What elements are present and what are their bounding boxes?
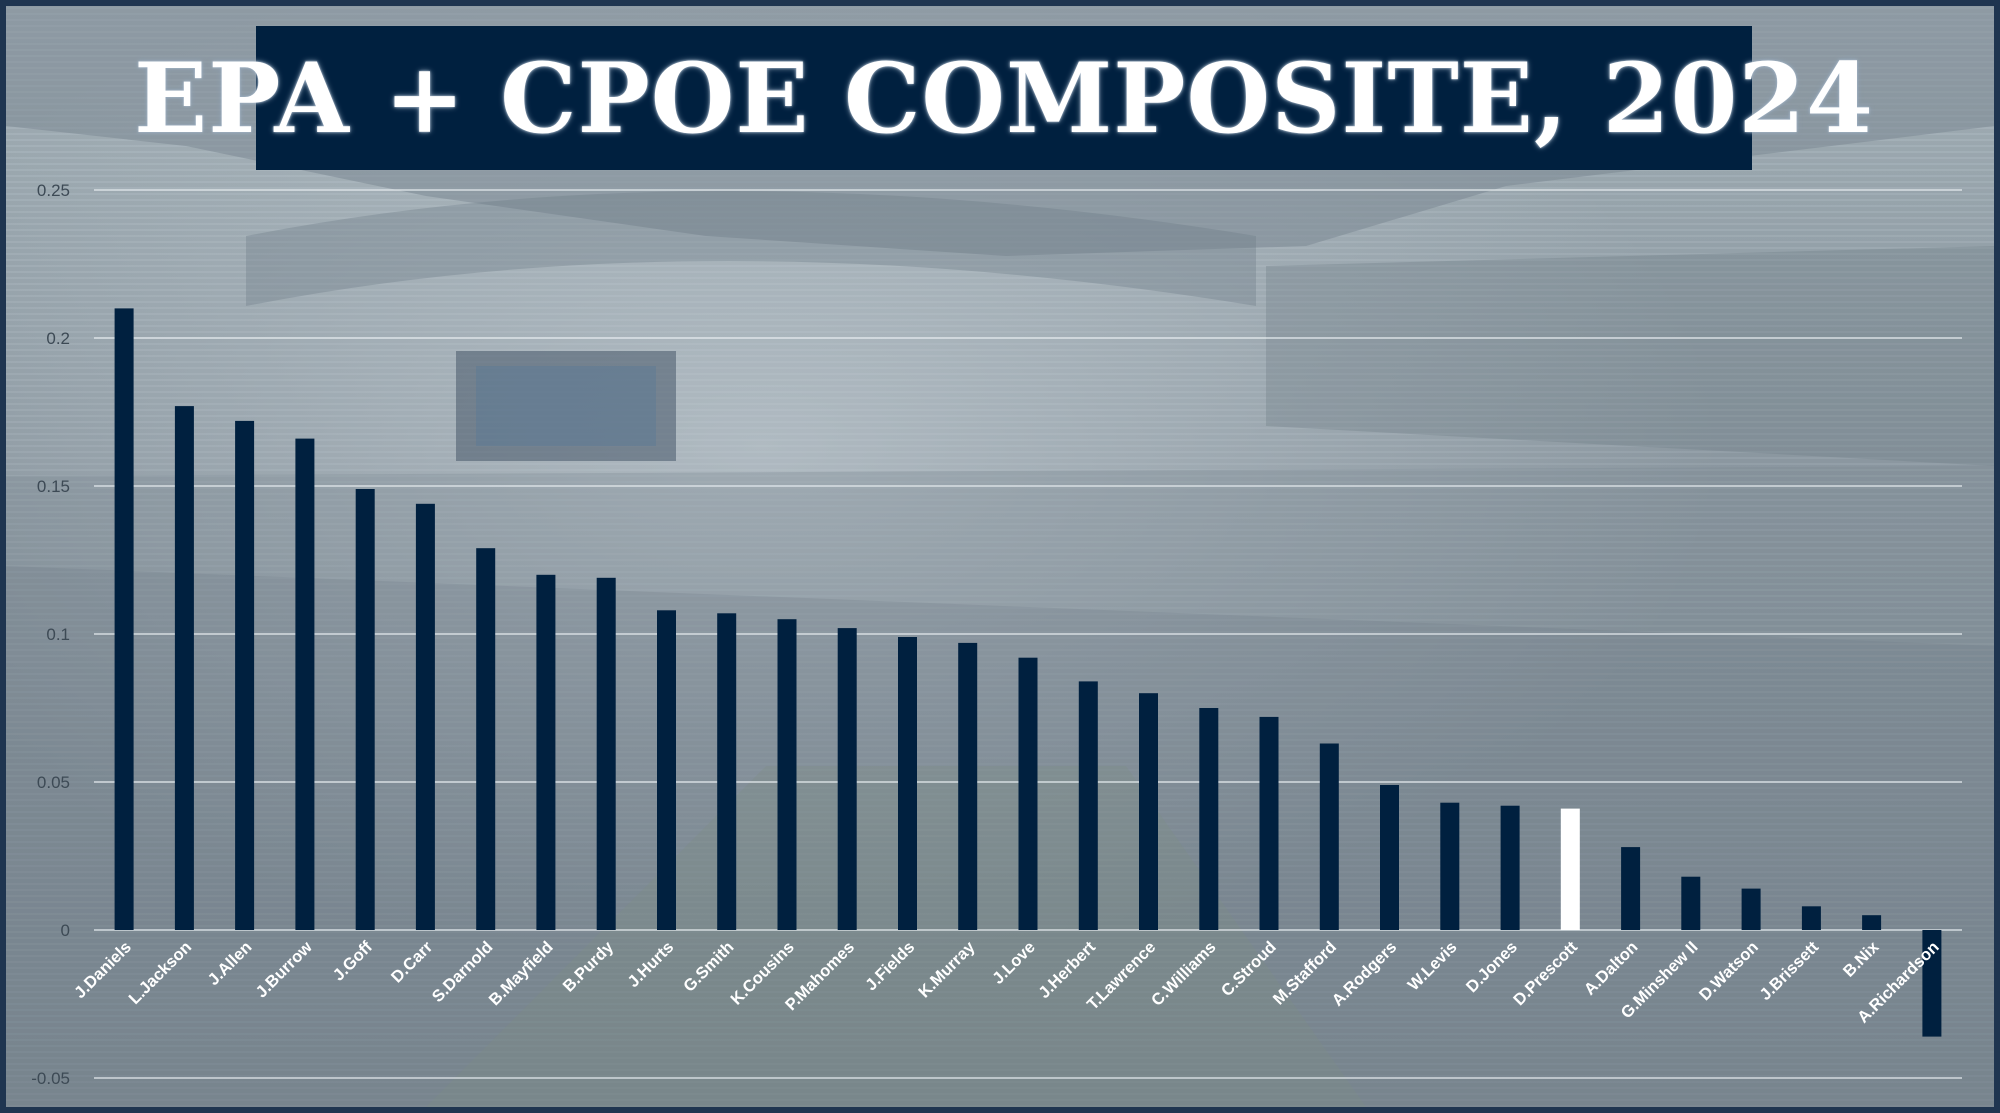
x-tick-label: D.Carr bbox=[388, 938, 437, 987]
bar bbox=[958, 642, 978, 930]
y-tick-label: -0.05 bbox=[31, 1069, 70, 1088]
bar bbox=[717, 613, 737, 930]
x-tick-label: J.Brissett bbox=[1756, 938, 1822, 1004]
x-tick-label: J.Allen bbox=[204, 938, 255, 989]
bar bbox=[1139, 693, 1158, 930]
x-tick-label: W.Levis bbox=[1404, 938, 1460, 994]
x-tick-label: D.Prescott bbox=[1510, 938, 1581, 1009]
bar bbox=[1922, 930, 1942, 1037]
y-axis-ticks: -0.05 0 0.05 0.1 0.15 0.2 0.25 bbox=[31, 181, 70, 1088]
bar bbox=[1862, 915, 1882, 930]
bar bbox=[415, 503, 435, 930]
bar bbox=[235, 420, 255, 930]
y-tick-label: 0.15 bbox=[37, 477, 70, 496]
bar bbox=[1621, 847, 1641, 930]
x-tick-label: J.Hurts bbox=[624, 938, 677, 991]
bar bbox=[837, 628, 857, 930]
bar bbox=[355, 489, 375, 930]
bar bbox=[1560, 808, 1580, 930]
bar bbox=[174, 406, 194, 931]
bar bbox=[1078, 681, 1098, 930]
bar-chart: -0.05 0 0.05 0.1 0.15 0.2 0.25 J.DanielsL.Jack… bbox=[31, 181, 1962, 1088]
bar bbox=[1380, 785, 1399, 930]
bar bbox=[1801, 906, 1821, 930]
x-tick-label: K.Murray bbox=[915, 938, 979, 1002]
x-tick-label: D.Watson bbox=[1696, 938, 1762, 1004]
x-tick-label: J.Goff bbox=[330, 938, 377, 985]
x-tick-label: C.Stroud bbox=[1218, 938, 1280, 1000]
x-tick-label: G.Smith bbox=[680, 938, 737, 995]
y-tick-label: 0 bbox=[61, 921, 70, 940]
x-tick-label: J.Love bbox=[989, 938, 1039, 988]
bar bbox=[1319, 743, 1339, 930]
y-tick-label: 0.25 bbox=[37, 181, 70, 200]
bar bbox=[1681, 876, 1701, 930]
bar bbox=[114, 308, 134, 930]
bar bbox=[476, 548, 496, 930]
bar bbox=[1500, 805, 1520, 930]
x-tick-label: D.Jones bbox=[1463, 938, 1521, 996]
title-banner: EPA + CPOE COMPOSITE, 2024 bbox=[134, 26, 1873, 170]
x-tick-label: L.Jackson bbox=[125, 938, 195, 1008]
bar bbox=[536, 574, 556, 930]
x-tick-label: J.Daniels bbox=[71, 938, 135, 1002]
bar bbox=[777, 619, 797, 930]
chart-title: EPA + CPOE COMPOSITE, 2024 bbox=[134, 41, 1874, 155]
bar bbox=[657, 610, 676, 930]
bar bbox=[898, 637, 917, 930]
bar bbox=[596, 577, 616, 930]
bar bbox=[1440, 802, 1460, 930]
y-tick-label: 0.1 bbox=[46, 625, 70, 644]
x-tick-label: A.Rodgers bbox=[1329, 938, 1401, 1010]
bar bbox=[295, 438, 315, 930]
y-tick-label: 0.2 bbox=[46, 329, 70, 348]
x-tick-label: A.Dalton bbox=[1581, 938, 1642, 999]
x-tick-label: B.Nix bbox=[1840, 938, 1883, 981]
x-tick-label: B.Purdy bbox=[560, 938, 618, 996]
x-tick-label: J.Fields bbox=[862, 938, 918, 994]
x-tick-label: C.Williams bbox=[1148, 938, 1220, 1010]
x-tick-label: J.Herbert bbox=[1035, 938, 1099, 1002]
bars bbox=[114, 308, 1942, 1037]
bar bbox=[1259, 716, 1279, 930]
y-tick-label: 0.05 bbox=[37, 773, 70, 792]
bar bbox=[1741, 888, 1761, 930]
stadium-background bbox=[6, 6, 1994, 1107]
x-tick-label: B.Mayfield bbox=[486, 938, 557, 1009]
x-tick-label: J.Burrow bbox=[252, 938, 315, 1001]
bar bbox=[1199, 708, 1219, 930]
bar bbox=[1018, 657, 1038, 930]
